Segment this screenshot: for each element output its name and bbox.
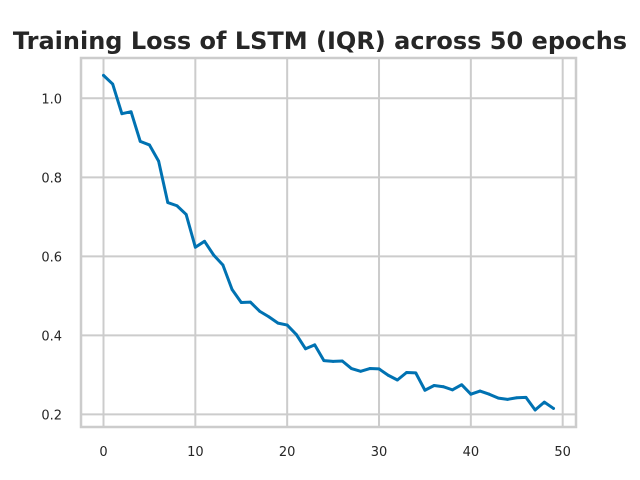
- data-point: [258, 309, 262, 313]
- data-point: [432, 384, 436, 387]
- data-point: [221, 263, 225, 267]
- data-point: [249, 300, 252, 304]
- data-point: [285, 323, 289, 327]
- data-point: [111, 82, 115, 86]
- data-point: [496, 396, 500, 400]
- data-point: [148, 143, 151, 147]
- data-point: [524, 395, 528, 399]
- data-point: [212, 253, 216, 257]
- data-point: [478, 389, 482, 393]
- data-point: [377, 367, 381, 371]
- data-point: [386, 373, 390, 377]
- data-point: [487, 392, 491, 396]
- y-tick-label: 0.6: [41, 250, 62, 265]
- data-point: [542, 400, 546, 404]
- data-point: [184, 213, 188, 216]
- data-point: [350, 367, 353, 370]
- series-layer: [102, 73, 555, 412]
- data-point: [340, 359, 344, 363]
- data-point: [469, 392, 473, 396]
- y-tick-label: 0.4: [41, 329, 62, 344]
- series-line: [102, 73, 555, 412]
- x-tick-label: 10: [187, 445, 204, 460]
- data-point: [451, 388, 454, 392]
- data-point: [230, 288, 234, 291]
- data-point: [359, 369, 363, 373]
- data-point: [322, 359, 326, 363]
- data-point: [423, 388, 427, 392]
- x-tick-label: 40: [463, 445, 480, 460]
- plot-frame: [79, 56, 578, 429]
- tick-labels: 0 10 20 30 40 50 0.2 0.4 0.6 0.8 1.0: [41, 92, 571, 460]
- data-point: [331, 360, 335, 363]
- data-point: [313, 343, 317, 347]
- data-point: [405, 371, 408, 374]
- data-point: [267, 315, 271, 319]
- data-point: [193, 245, 197, 249]
- data-point: [304, 347, 307, 351]
- data-point: [120, 112, 124, 116]
- y-tick-label: 1.0: [41, 92, 62, 107]
- y-tick-label: 0.8: [41, 171, 62, 186]
- data-point: [368, 367, 372, 370]
- data-point: [414, 371, 418, 375]
- data-point: [175, 204, 179, 208]
- grid-lines: [81, 58, 576, 427]
- data-point: [506, 397, 509, 401]
- data-point: [138, 139, 142, 143]
- x-tick-label: 0: [99, 445, 107, 460]
- data-point: [552, 407, 555, 410]
- data-point: [294, 333, 298, 336]
- data-point: [395, 378, 399, 382]
- x-tick-label: 20: [279, 445, 296, 460]
- data-point: [157, 159, 161, 163]
- data-point: [460, 383, 464, 387]
- x-tick-label: 30: [371, 445, 388, 460]
- data-point: [203, 239, 206, 243]
- chart-title: Training Loss of LSTM (IQR) across 50 ep…: [13, 27, 627, 55]
- y-tick-label: 0.2: [41, 408, 62, 423]
- data-point: [239, 301, 243, 304]
- x-tick-label: 50: [554, 445, 571, 460]
- data-point: [166, 201, 170, 204]
- data-point: [276, 321, 280, 325]
- data-point: [102, 73, 105, 77]
- data-point: [129, 110, 133, 114]
- data-point: [515, 396, 519, 400]
- data-point: [441, 385, 445, 389]
- data-point: [533, 408, 537, 412]
